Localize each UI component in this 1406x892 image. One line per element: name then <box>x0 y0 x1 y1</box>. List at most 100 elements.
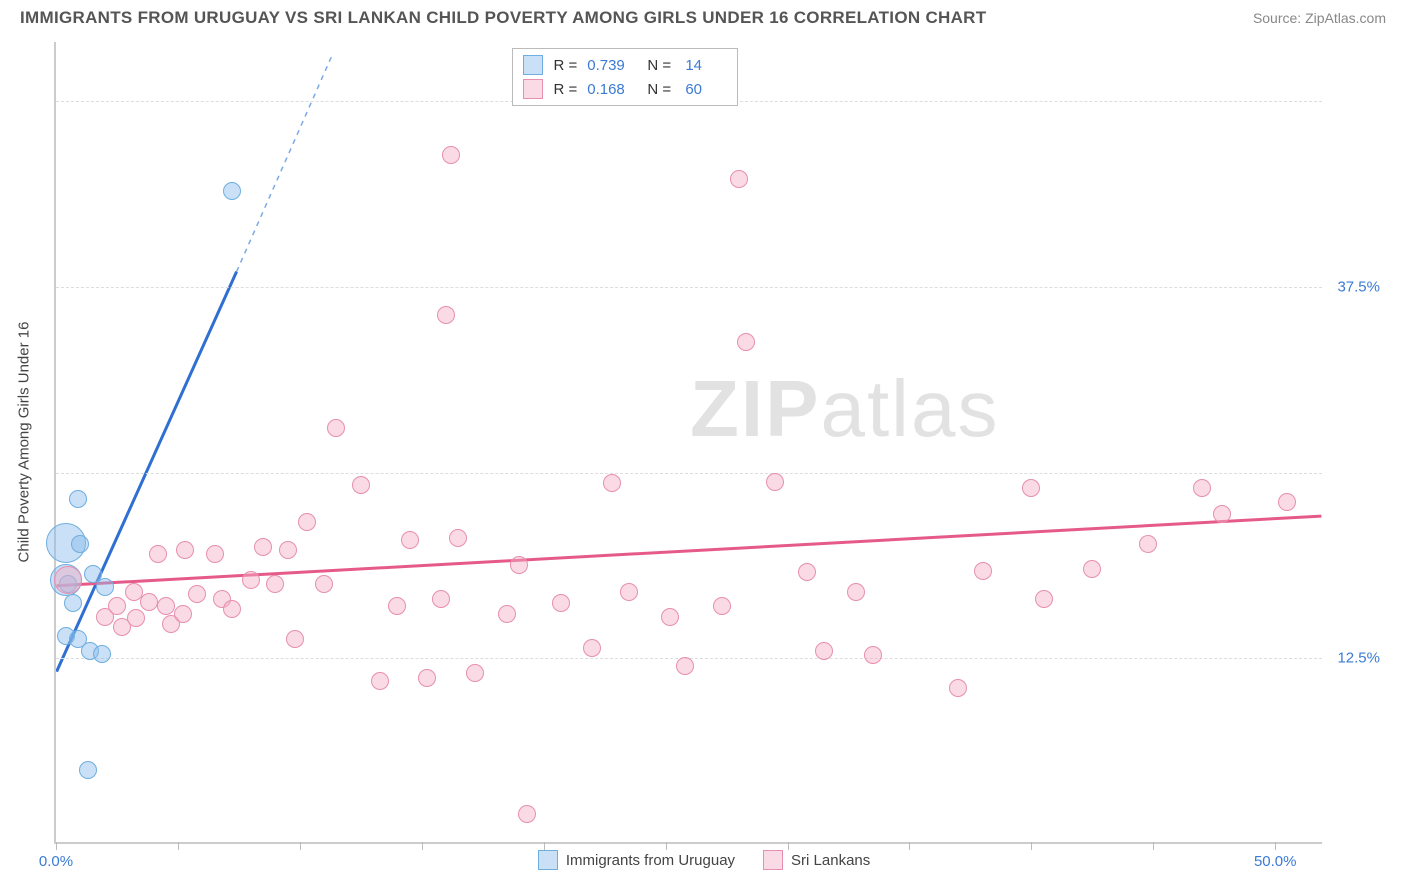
trend-line <box>57 272 237 672</box>
legend-swatch <box>538 850 558 870</box>
data-point <box>432 590 450 608</box>
legend-n-prefix: N = <box>643 57 671 74</box>
data-point <box>466 664 484 682</box>
legend-r-prefix: R = <box>553 57 577 74</box>
data-point <box>69 490 87 508</box>
x-tick <box>1275 842 1276 850</box>
data-point <box>498 605 516 623</box>
legend-n-prefix: N = <box>643 81 671 98</box>
data-point <box>401 531 419 549</box>
legend-correlation-box: R =0.739 N = 14R =0.168 N = 60 <box>512 48 738 106</box>
data-point <box>713 597 731 615</box>
y-axis-label: Child Poverty Among Girls Under 16 <box>16 322 33 563</box>
data-point <box>315 575 333 593</box>
data-point <box>286 630 304 648</box>
y-tick-label: 37.5% <box>1326 279 1380 296</box>
data-point <box>108 597 126 615</box>
data-point <box>1193 479 1211 497</box>
legend-correlation-row: R =0.168 N = 60 <box>523 77 727 101</box>
x-tick <box>56 842 57 850</box>
data-point <box>864 646 882 664</box>
chart-title: IMMIGRANTS FROM URUGUAY VS SRI LANKAN CH… <box>20 8 986 28</box>
legend-swatch <box>523 79 543 99</box>
trend-lines-layer <box>56 42 1322 842</box>
data-point <box>847 583 865 601</box>
legend-n-value: 60 <box>681 81 727 98</box>
legend-series-label: Sri Lankans <box>791 852 870 869</box>
data-point <box>388 597 406 615</box>
data-point <box>71 535 89 553</box>
data-point <box>1139 535 1157 553</box>
data-point <box>254 538 272 556</box>
data-point <box>1278 493 1296 511</box>
gridline-h <box>56 287 1322 288</box>
data-point <box>327 419 345 437</box>
data-point <box>620 583 638 601</box>
data-point <box>79 761 97 779</box>
x-tick <box>300 842 301 850</box>
x-tick <box>178 842 179 850</box>
data-point <box>510 556 528 574</box>
data-point <box>1083 560 1101 578</box>
x-tick <box>422 842 423 850</box>
data-point <box>730 170 748 188</box>
gridline-h <box>56 473 1322 474</box>
data-point <box>157 597 175 615</box>
data-point <box>661 608 679 626</box>
x-tick-label: 0.0% <box>39 853 73 870</box>
x-tick <box>666 842 667 850</box>
data-point <box>418 669 436 687</box>
data-point <box>974 562 992 580</box>
data-point <box>676 657 694 675</box>
data-point <box>64 594 82 612</box>
data-point <box>352 476 370 494</box>
data-point <box>266 575 284 593</box>
data-point <box>93 645 111 663</box>
legend-r-value: 0.168 <box>587 81 633 98</box>
data-point <box>1213 505 1231 523</box>
data-point <box>149 545 167 563</box>
trend-line-extrapolation <box>237 57 332 272</box>
legend-series-label: Immigrants from Uruguay <box>566 852 735 869</box>
data-point <box>442 146 460 164</box>
data-point <box>552 594 570 612</box>
data-point <box>174 605 192 623</box>
data-point <box>298 513 316 531</box>
watermark: ZIPatlas <box>690 363 999 455</box>
data-point <box>54 566 82 594</box>
data-point <box>737 333 755 351</box>
data-point <box>798 563 816 581</box>
legend-series-item: Immigrants from Uruguay <box>538 850 735 870</box>
y-tick-label: 12.5% <box>1326 650 1380 667</box>
data-point <box>437 306 455 324</box>
watermark-bold: ZIP <box>690 364 820 453</box>
data-point <box>449 529 467 547</box>
legend-swatch <box>523 55 543 75</box>
data-point <box>96 578 114 596</box>
data-point <box>206 545 224 563</box>
x-tick <box>788 842 789 850</box>
legend-swatch <box>763 850 783 870</box>
data-point <box>518 805 536 823</box>
legend-correlation-row: R =0.739 N = 14 <box>523 53 727 77</box>
data-point <box>242 571 260 589</box>
data-point <box>223 182 241 200</box>
x-tick <box>544 842 545 850</box>
plot-wrapper: Child Poverty Among Girls Under 16 ZIPat… <box>54 42 1384 844</box>
title-bar: IMMIGRANTS FROM URUGUAY VS SRI LANKAN CH… <box>0 0 1406 38</box>
data-point <box>140 593 158 611</box>
data-point <box>371 672 389 690</box>
data-point <box>766 473 784 491</box>
legend-series-item: Sri Lankans <box>763 850 870 870</box>
data-point <box>583 639 601 657</box>
source-text: Source: ZipAtlas.com <box>1253 10 1386 26</box>
legend-series-names: Immigrants from Uruguay Sri Lankans <box>538 850 870 870</box>
legend-n-value: 14 <box>681 57 727 74</box>
x-tick <box>1031 842 1032 850</box>
data-point <box>223 600 241 618</box>
data-point <box>279 541 297 559</box>
data-point <box>176 541 194 559</box>
x-tick-label: 50.0% <box>1254 853 1297 870</box>
data-point <box>949 679 967 697</box>
data-point <box>1022 479 1040 497</box>
